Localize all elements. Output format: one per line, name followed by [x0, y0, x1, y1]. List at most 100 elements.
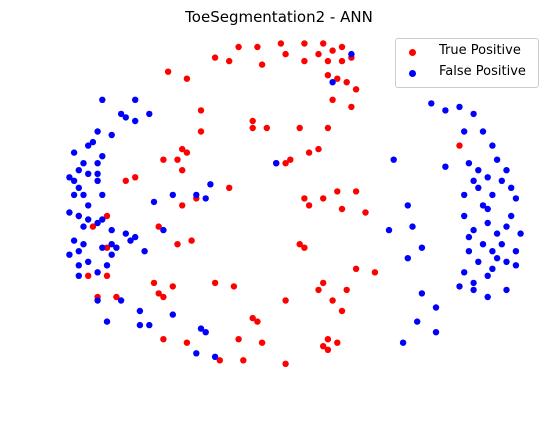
point-false-positive-72: [418, 244, 426, 251]
points-layer: [66, 40, 524, 367]
point-true-positive-51: [362, 209, 369, 216]
point-false-positive-92: [484, 174, 491, 181]
point-true-positive-5: [338, 43, 346, 51]
point-false-positive-56: [150, 198, 158, 206]
point-true-positive-62: [85, 272, 92, 279]
point-false-positive-94: [461, 212, 468, 220]
point-true-positive-44: [301, 195, 308, 202]
point-false-positive-30: [94, 219, 101, 227]
point-true-positive-36: [183, 149, 191, 156]
point-false-positive-70: [404, 202, 411, 209]
point-true-positive-54: [155, 223, 162, 230]
point-false-positive-78: [399, 339, 407, 346]
point-false-positive-4: [132, 117, 139, 125]
point-true-positive-63: [103, 272, 111, 279]
point-true-positive-92: [197, 128, 205, 135]
point-false-positive-120: [465, 233, 473, 241]
point-false-positive-65: [202, 329, 209, 336]
point-false-positive-10: [108, 131, 115, 139]
point-true-positive-15: [301, 57, 308, 65]
point-false-positive-0: [348, 50, 355, 58]
point-false-positive-2: [132, 96, 139, 104]
point-false-positive-36: [99, 244, 106, 251]
point-false-positive-8: [85, 142, 92, 149]
point-false-positive-86: [479, 128, 487, 135]
point-false-positive-76: [414, 318, 421, 325]
point-false-positive-117: [489, 191, 496, 199]
point-false-positive-44: [108, 251, 115, 258]
point-true-positive-59: [103, 244, 111, 251]
point-true-positive-16: [324, 72, 332, 79]
point-true-positive-13: [226, 57, 233, 65]
point-false-positive-96: [484, 219, 491, 227]
point-false-positive-22: [75, 184, 83, 191]
point-false-positive-103: [465, 248, 473, 255]
legend-item-false-positive: False Positive: [396, 63, 538, 83]
point-true-positive-64: [150, 279, 158, 287]
point-true-positive-53: [89, 223, 97, 230]
point-false-positive-49: [136, 321, 144, 329]
point-true-positive-28: [296, 124, 303, 132]
point-false-positive-68: [197, 325, 205, 332]
point-false-positive-25: [99, 191, 106, 199]
point-true-positive-81: [183, 339, 191, 346]
point-true-positive-25: [249, 117, 256, 125]
point-false-positive-39: [75, 262, 83, 269]
legend-item-true-positive: True Positive: [396, 42, 538, 62]
point-false-positive-61: [207, 181, 214, 188]
point-false-positive-33: [70, 237, 78, 244]
point-false-positive-55: [169, 191, 176, 199]
point-false-positive-122: [456, 283, 463, 290]
point-false-positive-53: [127, 237, 134, 244]
point-false-positive-108: [484, 272, 491, 279]
point-false-positive-37: [108, 241, 115, 248]
point-false-positive-113: [508, 184, 515, 191]
point-false-positive-46: [117, 297, 125, 304]
point-false-positive-51: [132, 233, 139, 241]
point-false-positive-1: [329, 79, 336, 86]
point-false-positive-34: [80, 241, 87, 248]
point-true-positive-2: [277, 40, 285, 47]
point-true-positive-39: [132, 174, 139, 181]
point-false-positive-48: [136, 307, 144, 315]
point-false-positive-62: [94, 170, 101, 177]
point-true-positive-58: [301, 244, 308, 251]
point-false-positive-5: [146, 110, 153, 118]
point-true-positive-80: [160, 336, 167, 343]
point-false-positive-118: [484, 205, 491, 213]
point-false-positive-73: [404, 255, 411, 262]
point-false-positive-107: [470, 279, 477, 287]
legend-label-true-positive: True Positive: [439, 43, 521, 58]
point-true-positive-10: [324, 57, 332, 65]
point-true-positive-83: [258, 339, 266, 346]
point-false-positive-52: [113, 244, 120, 251]
point-true-positive-50: [338, 205, 346, 213]
point-false-positive-50: [122, 230, 129, 237]
point-false-positive-67: [211, 353, 219, 360]
point-false-positive-20: [94, 177, 101, 184]
point-false-positive-66: [193, 350, 200, 357]
point-true-positive-33: [305, 149, 313, 156]
point-true-positive-74: [113, 293, 120, 301]
point-false-positive-11: [89, 138, 97, 146]
point-true-positive-30: [287, 156, 294, 163]
point-true-positive-24: [197, 107, 205, 114]
point-true-positive-72: [343, 286, 350, 294]
point-false-positive-3: [122, 114, 129, 121]
point-false-positive-6: [99, 96, 106, 104]
point-true-positive-69: [315, 286, 322, 294]
point-true-positive-70: [155, 290, 162, 297]
point-true-positive-27: [263, 124, 270, 132]
point-false-positive-42: [75, 272, 83, 279]
point-true-positive-86: [320, 343, 327, 350]
point-false-positive-116: [493, 156, 501, 163]
point-true-positive-34: [315, 145, 322, 153]
point-true-positive-29: [324, 124, 332, 132]
point-false-positive-119: [475, 167, 482, 174]
point-false-positive-123: [470, 286, 477, 294]
point-false-positive-75: [432, 304, 440, 311]
point-true-positive-77: [338, 307, 346, 315]
point-true-positive-90: [282, 360, 289, 367]
chart-title: ToeSegmentation2 - ANN: [185, 8, 373, 26]
